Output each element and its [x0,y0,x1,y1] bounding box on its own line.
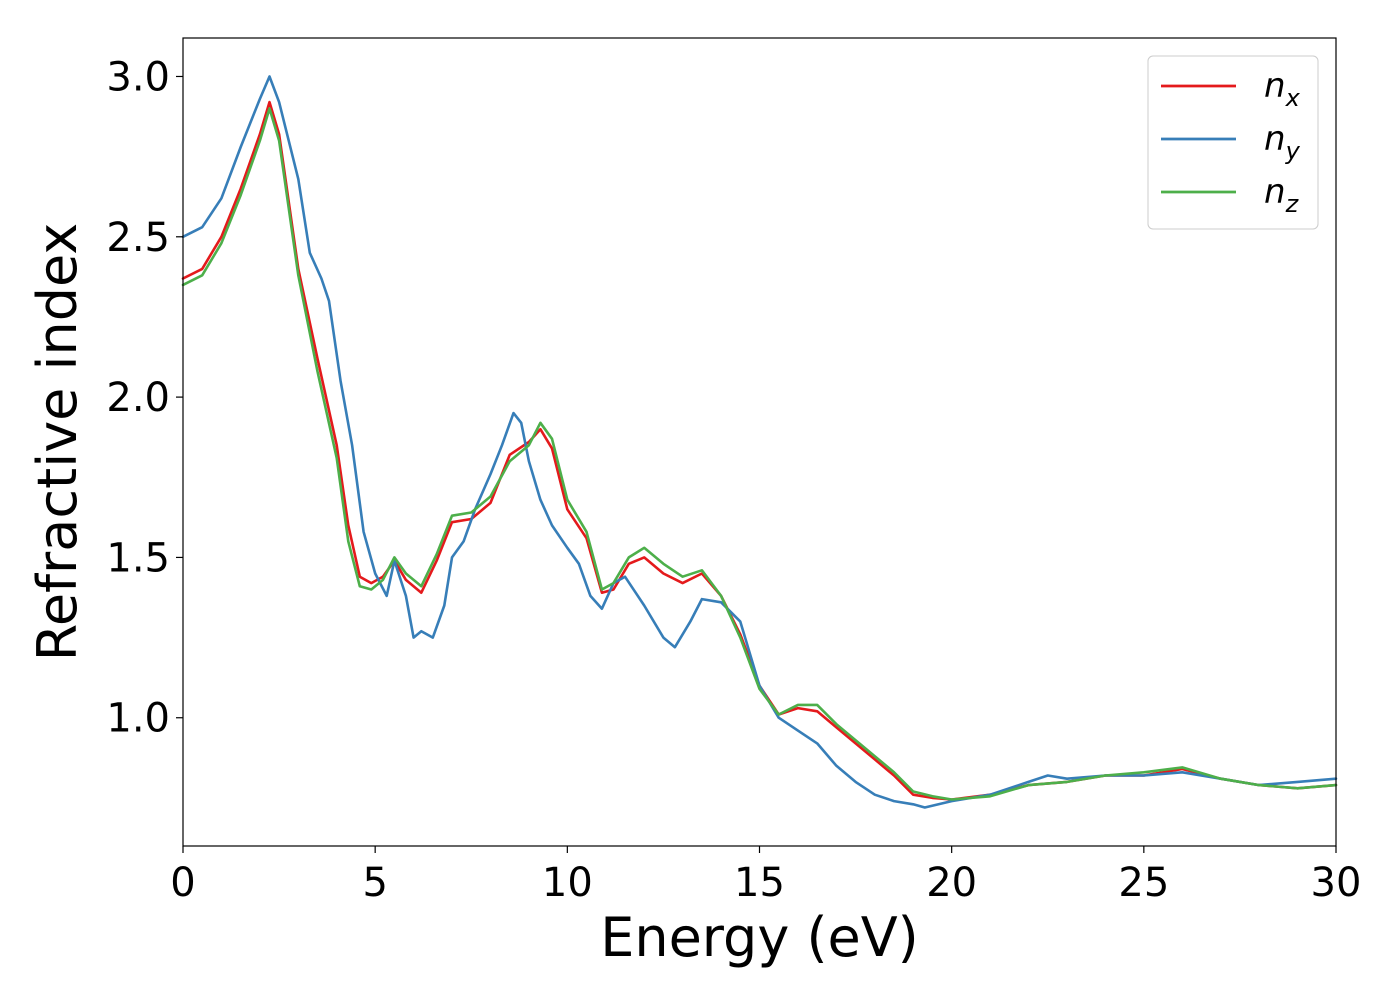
x-tick-label: 20 [926,860,977,906]
x-tick-label: 15 [734,860,785,906]
series-line-ny [181,75,1338,809]
y-tick-label: 2.5 [106,215,170,261]
series-layer [181,75,1338,809]
plot-area [183,38,1336,846]
y-axis-ticks: 1.0 1.5 2.0 2.5 3.0 [106,54,183,742]
y-tick-label: 1.0 [106,696,170,742]
x-tick-label: 10 [542,860,593,906]
x-tick-label: 25 [1118,860,1169,906]
x-tick-label: 0 [170,860,195,906]
y-tick-label: 3.0 [106,54,170,100]
series-line-nz [181,107,1338,801]
x-axis-title: Energy (eV) [600,906,919,969]
x-tick-label: 5 [362,860,387,906]
y-tick-label: 1.5 [106,535,170,581]
x-axis-ticks: 0 5 10 15 20 25 30 [170,846,1361,906]
y-axis-title: Refractive index [26,223,89,662]
x-tick-label: 30 [1311,860,1362,906]
legend-frame [1147,55,1319,230]
y-tick-label: 2.0 [106,375,170,421]
